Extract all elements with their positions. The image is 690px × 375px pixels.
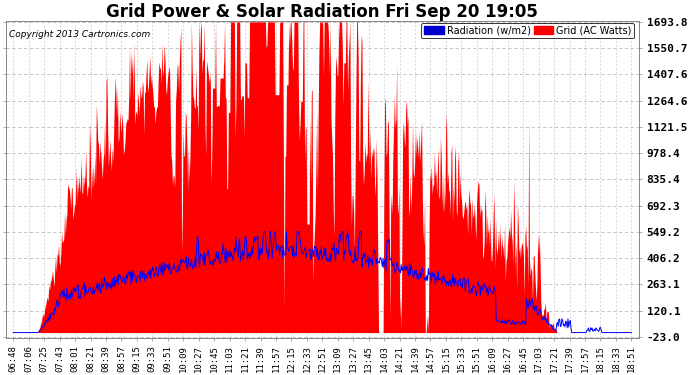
Legend: Radiation (w/m2), Grid (AC Watts): Radiation (w/m2), Grid (AC Watts): [422, 22, 634, 39]
Text: Copyright 2013 Cartronics.com: Copyright 2013 Cartronics.com: [9, 30, 150, 39]
Title: Grid Power & Solar Radiation Fri Sep 20 19:05: Grid Power & Solar Radiation Fri Sep 20 …: [106, 3, 538, 21]
